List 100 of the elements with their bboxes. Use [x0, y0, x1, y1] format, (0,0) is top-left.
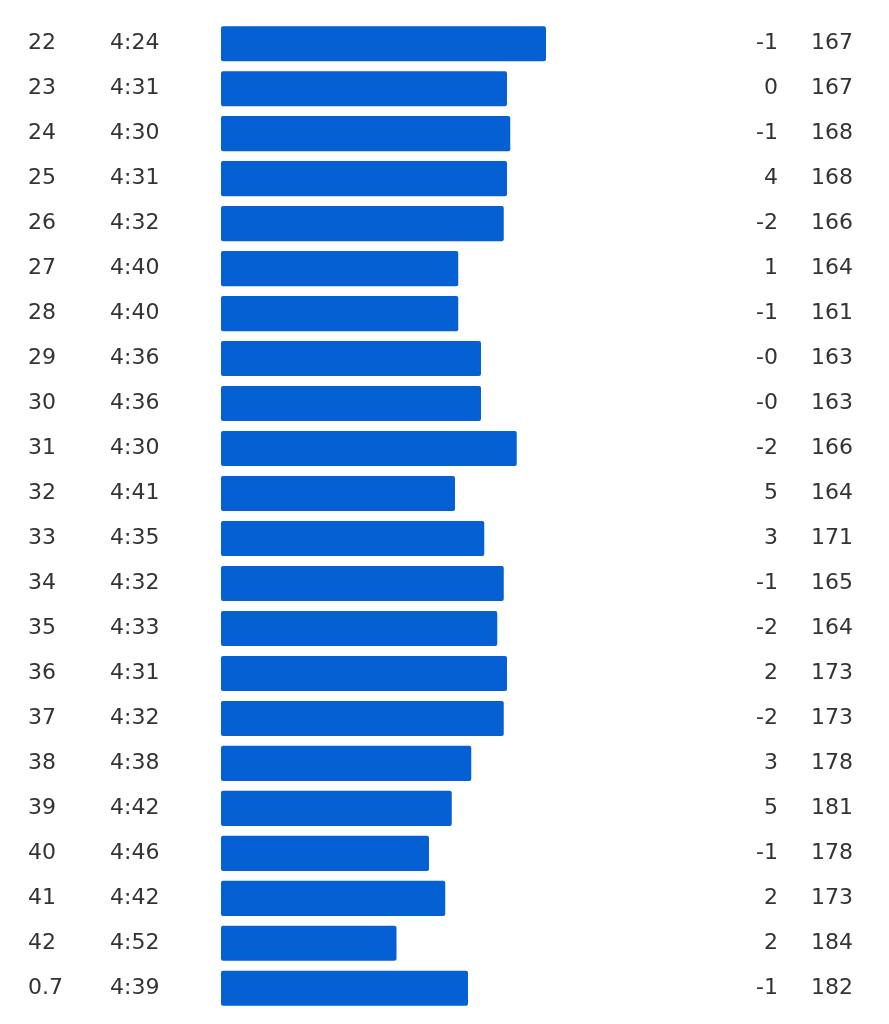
bar: [221, 116, 511, 152]
text: 4: [764, 164, 778, 190]
bar: [221, 700, 504, 736]
text: -0: [756, 389, 778, 415]
text: 166: [811, 209, 853, 235]
text: 1: [764, 254, 778, 280]
text: 163: [811, 389, 853, 415]
y-tick-label: 41: [28, 884, 56, 910]
text: 173: [811, 659, 853, 685]
y-tick-label: 34: [28, 569, 56, 595]
text: -2: [756, 704, 778, 730]
text: 5: [764, 794, 778, 820]
bar: [221, 745, 472, 781]
text: 166: [811, 434, 853, 460]
text: 0: [764, 74, 778, 100]
bar: [221, 970, 468, 1006]
bar: [221, 475, 455, 512]
text: 2: [764, 929, 778, 955]
text: 4:42: [110, 794, 160, 820]
text: -1: [756, 29, 778, 55]
text: 164: [811, 254, 853, 280]
text: 4:36: [110, 344, 160, 370]
text: 164: [811, 614, 853, 640]
text: 4:41: [110, 479, 160, 505]
text: 4:39: [110, 974, 160, 1000]
text: 184: [811, 929, 853, 955]
y-tick-label: 32: [28, 479, 56, 505]
y-tick-label: 29: [28, 344, 56, 370]
y-tick-label: 27: [28, 254, 56, 280]
text: 165: [811, 569, 853, 595]
bar: [221, 296, 459, 332]
bar: [221, 71, 507, 107]
text: -1: [756, 119, 778, 145]
bar: [221, 251, 459, 287]
y-tick-label: 42: [28, 929, 56, 955]
y-tick-label: 0.7: [28, 974, 63, 1000]
text: 161: [811, 299, 853, 325]
y-tick-label: 37: [28, 704, 56, 730]
bar: [221, 26, 546, 62]
text: 168: [811, 119, 853, 145]
text: 2: [764, 884, 778, 910]
text: 163: [811, 344, 853, 370]
text: 4:31: [110, 164, 160, 190]
text: -1: [756, 569, 778, 595]
text: -1: [756, 974, 778, 1000]
y-tick-label: 33: [28, 524, 56, 550]
text: 5: [764, 479, 778, 505]
y-tick-label: 22: [28, 29, 56, 55]
text: -2: [756, 209, 778, 235]
text: 167: [811, 29, 853, 55]
bar: [221, 565, 504, 602]
text: -0: [756, 344, 778, 370]
text: 2: [764, 659, 778, 685]
text: 4:33: [110, 614, 160, 640]
bar: [221, 206, 504, 242]
text: 182: [811, 974, 853, 1000]
text: 4:32: [110, 209, 160, 235]
y-tick-label: 23: [28, 74, 56, 100]
y-tick-label: 38: [28, 749, 56, 775]
bar: [221, 790, 452, 826]
y-tick-label: 40: [28, 839, 56, 865]
text: 4:52: [110, 929, 160, 955]
text: 3: [764, 524, 778, 550]
y-tick-label: 36: [28, 659, 56, 685]
y-tick-label: 39: [28, 794, 56, 820]
text: 178: [811, 749, 853, 775]
y-tick-label: 24: [28, 119, 56, 145]
text: 4:32: [110, 569, 160, 595]
text: 4:40: [110, 299, 160, 325]
text: 173: [811, 884, 853, 910]
y-tick-label: 28: [28, 299, 56, 325]
text: -1: [756, 839, 778, 865]
bar: [221, 161, 507, 197]
text: 168: [811, 164, 853, 190]
text: 4:32: [110, 704, 160, 730]
text: 4:46: [110, 839, 160, 865]
bar: [221, 610, 498, 646]
y-tick-label: 25: [28, 164, 56, 190]
text: 171: [811, 524, 853, 550]
text: 4:42: [110, 884, 160, 910]
text: -2: [756, 434, 778, 460]
text: 4:30: [110, 434, 160, 460]
text: -2: [756, 614, 778, 640]
text: 4:30: [110, 119, 160, 145]
y-tick-label: 31: [28, 434, 56, 460]
bar: [221, 925, 397, 961]
bar: [221, 655, 507, 691]
text: 167: [811, 74, 853, 100]
bar: [221, 430, 517, 467]
bar: [221, 520, 485, 557]
bar: [221, 880, 446, 916]
text: -1: [756, 299, 778, 325]
text: 164: [811, 479, 853, 505]
text: 173: [811, 704, 853, 730]
y-tick-label: 35: [28, 614, 56, 640]
bar: [221, 386, 481, 422]
text: 4:38: [110, 749, 160, 775]
text: 3: [764, 749, 778, 775]
text: 181: [811, 794, 853, 820]
text: 178: [811, 839, 853, 865]
